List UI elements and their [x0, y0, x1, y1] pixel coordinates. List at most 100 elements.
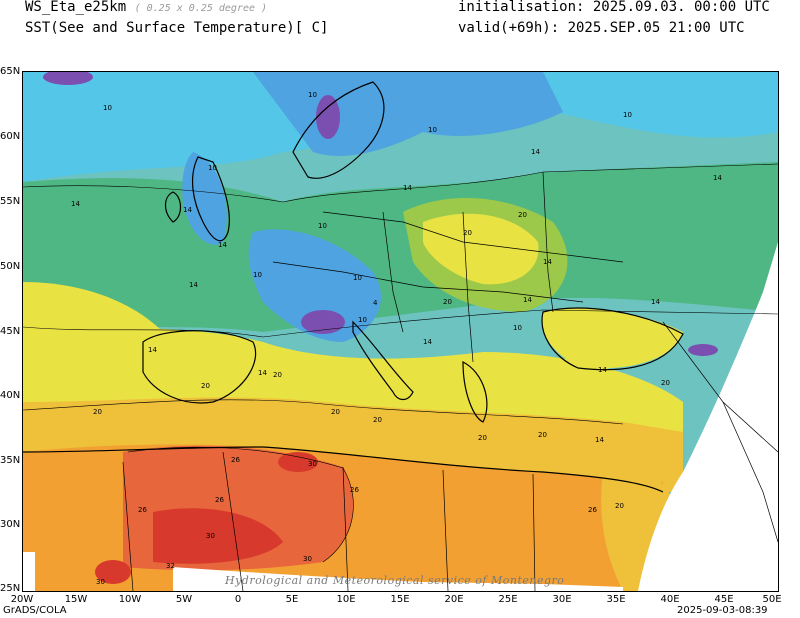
footer-timestamp: 2025-09-03-08:39: [677, 605, 768, 616]
lat-tick: 60N: [0, 131, 21, 142]
isotherms: [23, 163, 778, 563]
lon-tick: 40E: [660, 594, 680, 605]
contour-label: 10: [318, 222, 327, 230]
outside-domain-south: [173, 567, 623, 591]
lon-tick: 5W: [175, 594, 193, 605]
lat-tick: 40N: [0, 390, 21, 401]
alps-blue: [248, 229, 382, 342]
country-borders: [122, 171, 778, 591]
lat-tick: 50N: [0, 261, 21, 272]
contour-label: 14: [531, 148, 540, 156]
contour-label: 26: [588, 506, 597, 514]
contour-label: 10: [253, 271, 262, 279]
lon-tick: 10W: [118, 594, 142, 605]
contour-label: 20: [538, 431, 547, 439]
contour-label: 14: [183, 206, 192, 214]
sahara-red: [153, 508, 283, 564]
contour-label: 14: [595, 436, 604, 444]
iberia-coast: [142, 330, 257, 404]
lon-tick: 0: [234, 594, 242, 605]
contour-label: 30: [206, 532, 215, 540]
caucasus-cold-spot: [688, 344, 718, 356]
footer-software: GrADS/COLA: [3, 605, 67, 616]
contour-label: 20: [373, 416, 382, 424]
contour-label: 20: [201, 382, 210, 390]
lon-tick: 5E: [285, 594, 299, 605]
contour-label: 14: [218, 241, 227, 249]
initialisation-time: initialisation: 2025.09.03. 00:00 UTC: [458, 0, 770, 15]
contour-label: 20: [273, 371, 282, 379]
black-sea-coast: [541, 307, 684, 371]
contour-label: 30: [303, 555, 312, 563]
greenland-cold-spot: [43, 72, 93, 85]
contour-label: 10: [513, 324, 522, 332]
lon-tick: 30E: [552, 594, 572, 605]
contour-label: 14: [598, 366, 607, 374]
contour-label: 26: [215, 496, 224, 504]
coastlines: [23, 81, 684, 493]
scandinavia-cold-spot: [316, 95, 340, 139]
contour-label: 10: [623, 111, 632, 119]
lon-tick: 10E: [336, 594, 356, 605]
contour-label: 14: [148, 346, 157, 354]
contour-label: 20: [463, 229, 472, 237]
contour-label: 10: [208, 164, 217, 172]
contour-label: 26: [350, 486, 359, 494]
lat-tick: 35N: [0, 455, 21, 466]
lon-tick: 35E: [606, 594, 626, 605]
sw-hot-spot: [95, 560, 131, 584]
contour-label: 20: [331, 408, 340, 416]
lat-tick: 25N: [0, 583, 21, 594]
contour-label: 14: [651, 298, 660, 306]
lat-tick: 30N: [0, 519, 21, 530]
contour-label: 30: [96, 578, 105, 586]
contour-label: 14: [543, 258, 552, 266]
lat-tick: 55N: [0, 196, 21, 207]
lon-tick: 45E: [714, 594, 734, 605]
sst-field: 10 10 10 10 10 10 10 10 10 10 14 14 14 1…: [23, 72, 778, 591]
contour-label: 10: [428, 126, 437, 134]
lon-tick: 25E: [498, 594, 518, 605]
contour-labels: 10 10 10 10 10 10 10 10 10 10 14 14 14 1…: [71, 91, 722, 586]
black-sea-yellow: [542, 308, 683, 369]
outside-domain-sw: [23, 552, 35, 591]
outside-domain-east: [638, 242, 778, 591]
contour-label: 10: [358, 316, 367, 324]
lon-tick: 20W: [10, 594, 34, 605]
sst-map: 10 10 10 10 10 10 10 10 10 10 14 14 14 1…: [22, 71, 779, 592]
contour-label: 30: [308, 460, 317, 468]
italy-coast: [352, 320, 414, 401]
contour-label: 4: [373, 299, 378, 307]
contour-label: 10: [103, 104, 112, 112]
contour-label: 14: [189, 281, 198, 289]
east-europe-yellow: [423, 213, 539, 285]
greece-coast: [462, 361, 488, 423]
grid-resolution: ( 0.25 x 0.25 degree ): [134, 3, 268, 14]
contour-label: 14: [258, 369, 267, 377]
contour-label: 26: [138, 506, 147, 514]
contour-label: 10: [308, 91, 317, 99]
lat-tick: 45N: [0, 326, 21, 337]
north-africa-coast: [23, 446, 664, 493]
contour-label: 10: [353, 274, 362, 282]
lat-tick: 65N: [0, 66, 21, 77]
variable-title: SST(See and Surface Temperature)[ C]: [25, 20, 329, 36]
contour-label: 20: [478, 434, 487, 442]
contour-label: 14: [403, 184, 412, 192]
scandinavia-coast: [292, 81, 385, 179]
valid-time: valid(+69h): 2025.SEP.05 21:00 UTC: [458, 20, 745, 36]
contour-label: 32: [166, 562, 175, 570]
contour-label: 20: [443, 298, 452, 306]
contour-label: 20: [518, 211, 527, 219]
lon-tick: 50E: [762, 594, 782, 605]
contour-label: 14: [523, 296, 532, 304]
ireland-coast: [164, 191, 182, 223]
lon-tick: 15W: [64, 594, 88, 605]
britain-coast: [192, 156, 230, 242]
contour-label: 26: [231, 456, 240, 464]
credit-watermark: Hydrological and Meteorological service …: [225, 574, 565, 587]
contour-label: 14: [423, 338, 432, 346]
contour-label: 20: [661, 379, 670, 387]
atlas-hot-spot: [278, 452, 318, 472]
alps-cold-spot: [301, 310, 345, 334]
